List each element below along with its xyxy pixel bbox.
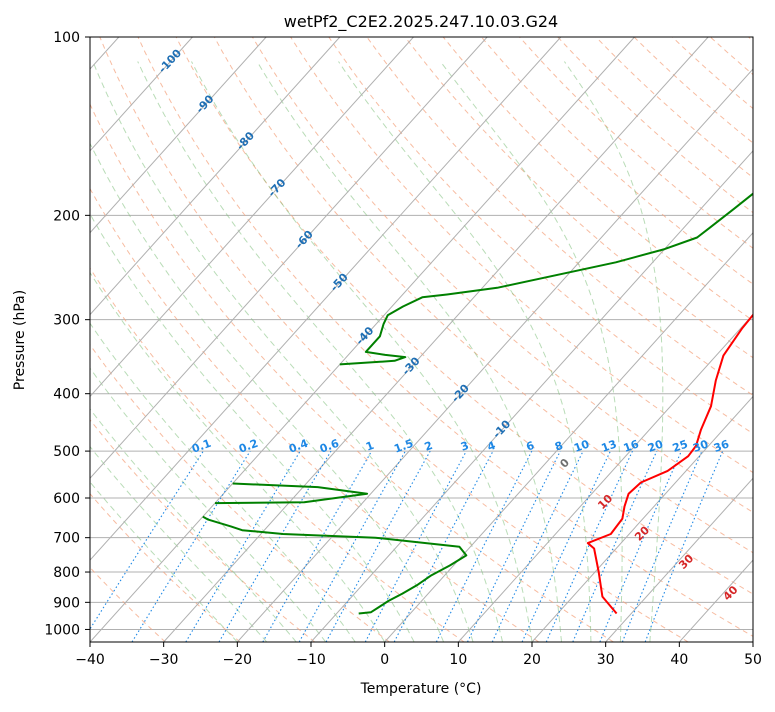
x-tick-label: 10	[449, 652, 467, 668]
y-tick-label: 700	[53, 531, 80, 547]
y-tick-label: 1000	[44, 622, 80, 638]
y-tick-label: 400	[53, 387, 80, 403]
y-tick-label: 100	[53, 30, 80, 46]
x-tick-label: 30	[597, 652, 615, 668]
x-tick-label: 20	[523, 652, 541, 668]
y-tick-label: 500	[53, 444, 80, 460]
x-tick-label: −40	[75, 652, 105, 668]
x-tick-label: 50	[744, 652, 762, 668]
x-tick-label: 0	[380, 652, 389, 668]
y-tick-label: 600	[53, 491, 80, 507]
x-axis-label: Temperature (°C)	[360, 681, 482, 697]
x-tick-label: 40	[670, 652, 688, 668]
y-axis-label: Pressure (hPa)	[12, 290, 28, 390]
y-tick-label: 300	[53, 313, 80, 329]
y-tick-label: 900	[53, 595, 80, 611]
x-tick-label: −10	[296, 652, 326, 668]
y-tick-label: 800	[53, 565, 80, 581]
x-tick-label: −20	[223, 652, 253, 668]
chart-title: wetPf2_C2E2.2025.247.10.03.G24	[284, 12, 558, 32]
x-tick-label: −30	[149, 652, 179, 668]
y-tick-label: 200	[53, 208, 80, 224]
